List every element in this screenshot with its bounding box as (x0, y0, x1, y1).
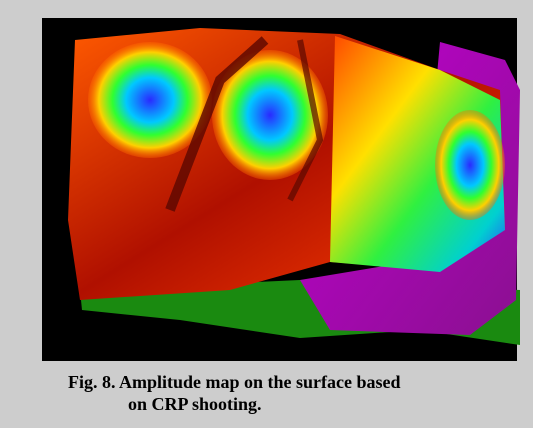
caption-line: Fig. 8. Amplitude map on the surface bas… (68, 372, 401, 393)
caption-line: on CRP shooting. (128, 394, 262, 415)
page: Fig. 8. Amplitude map on the surface bas… (0, 0, 533, 428)
blue-region (435, 110, 505, 220)
figure-image (0, 0, 533, 428)
